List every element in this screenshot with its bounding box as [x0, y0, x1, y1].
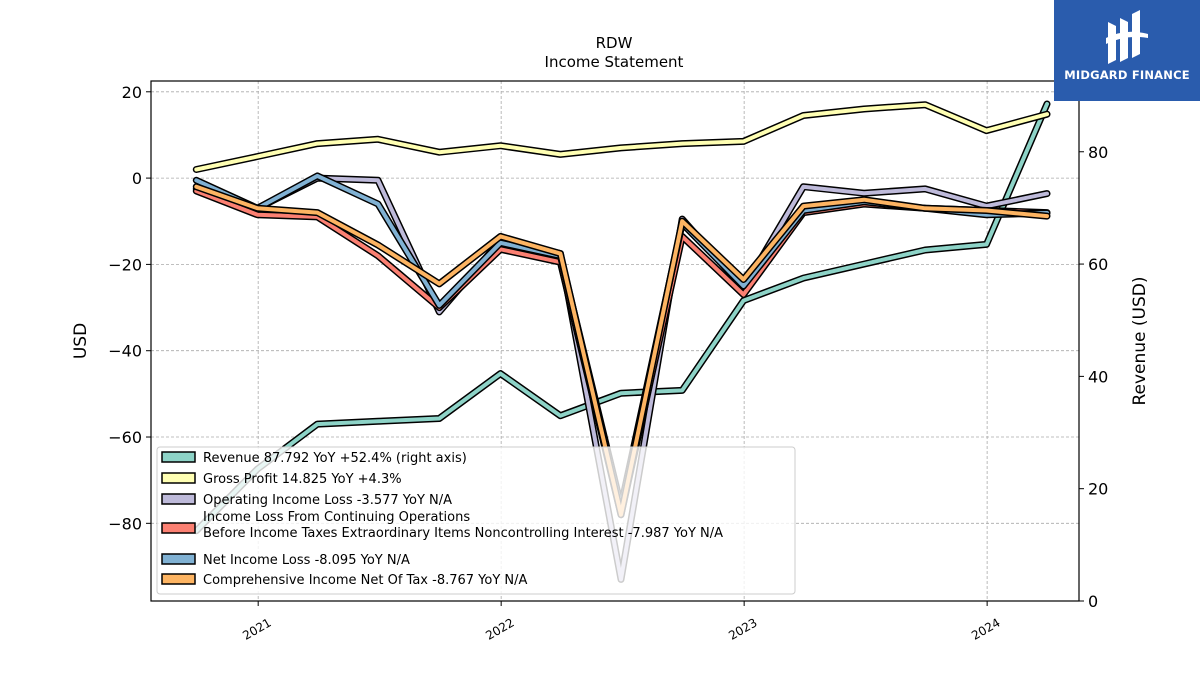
legend-entry: Operating Income Loss -3.577 YoY N/A: [203, 493, 452, 508]
series-1: [192, 101, 1051, 173]
y-right-tick-label: 80: [1088, 143, 1108, 162]
y-axis-label: USD: [71, 323, 91, 359]
legend-swatch: [161, 493, 196, 505]
legend-entry: Comprehensive Income Net Of Tax -8.767 Y…: [203, 573, 528, 588]
chart-title: RDW: [596, 34, 633, 52]
series-line: [194, 102, 1049, 533]
grid-lines: [151, 81, 1079, 601]
plot-frame: [150, 80, 1080, 602]
chart-subtitle: Income Statement: [545, 53, 684, 71]
midgard-finance-logo: MIDGARD FINANCE: [1054, 0, 1200, 101]
midgard-logo-icon: [1106, 10, 1148, 64]
y-right-tick-label: 60: [1088, 255, 1108, 274]
legend-entry: Revenue 87.792 YoY +52.4% (right axis): [203, 451, 467, 466]
x-tick-label: 2023: [726, 615, 759, 642]
y-right-tick-label: 0: [1088, 592, 1098, 611]
y-tick-label: −60: [108, 428, 142, 447]
logo-text: MIDGARD FINANCE: [1064, 68, 1190, 82]
y-right-tick-label: 20: [1088, 480, 1108, 499]
y-tick-label: 0: [132, 169, 142, 188]
x-tick-label: 2022: [483, 615, 516, 642]
legend-box: [156, 446, 796, 595]
series-line: [194, 102, 1049, 172]
legend-swatch: [161, 573, 196, 585]
legend-entry: Net Income Loss -8.095 YoY N/A: [203, 553, 410, 568]
y-right-tick-label: 40: [1088, 367, 1108, 386]
legend-entry: Gross Profit 14.825 YoY +4.3%: [203, 472, 402, 487]
y-axis-right-label: Revenue (USD): [1130, 276, 1150, 405]
legend-swatch: [161, 522, 196, 534]
legend: Revenue 87.792 YoY +52.4% (right axis) Gr…: [156, 446, 796, 595]
y-tick-label: 20: [122, 83, 142, 102]
legend-swatch: [161, 472, 196, 484]
legend-swatch: [161, 553, 196, 565]
legend-entry: Income Loss From Continuing Operations Be…: [203, 510, 723, 541]
x-tick-label: 2021: [240, 615, 273, 642]
legend-swatch: [161, 451, 196, 463]
y-tick-label: −20: [108, 255, 142, 274]
series-line-outline: [192, 101, 1051, 173]
series-0: [192, 100, 1051, 535]
x-tick-label: 2024: [969, 615, 1002, 642]
y-tick-label: −80: [108, 514, 142, 533]
y-tick-label: −40: [108, 342, 142, 361]
